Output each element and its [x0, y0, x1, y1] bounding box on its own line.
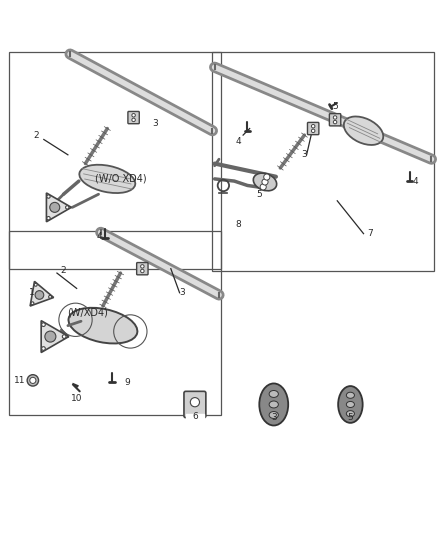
- Circle shape: [45, 331, 56, 342]
- Ellipse shape: [68, 308, 138, 343]
- Circle shape: [42, 346, 45, 350]
- Ellipse shape: [346, 401, 354, 408]
- Text: 9: 9: [124, 378, 130, 387]
- Circle shape: [66, 206, 69, 209]
- Polygon shape: [41, 321, 69, 352]
- Circle shape: [42, 323, 45, 327]
- Circle shape: [333, 120, 337, 124]
- Text: 5: 5: [332, 102, 338, 111]
- Circle shape: [47, 195, 50, 198]
- Ellipse shape: [79, 165, 135, 193]
- Ellipse shape: [346, 410, 354, 417]
- Text: 5: 5: [347, 413, 353, 422]
- Text: 4: 4: [413, 176, 418, 185]
- Text: 3: 3: [301, 150, 307, 159]
- Circle shape: [35, 290, 44, 300]
- FancyBboxPatch shape: [137, 263, 148, 275]
- Text: 1: 1: [28, 288, 35, 297]
- Text: (W/O XD4): (W/O XD4): [95, 174, 146, 184]
- Text: 3: 3: [152, 119, 159, 128]
- Circle shape: [34, 284, 37, 286]
- Circle shape: [311, 125, 315, 128]
- Text: 11: 11: [14, 376, 25, 385]
- Circle shape: [264, 174, 270, 180]
- Text: 5: 5: [256, 190, 262, 199]
- Circle shape: [30, 377, 36, 383]
- FancyBboxPatch shape: [184, 391, 206, 418]
- Circle shape: [47, 216, 50, 220]
- FancyBboxPatch shape: [329, 114, 341, 126]
- Ellipse shape: [269, 391, 279, 398]
- Text: 2: 2: [34, 131, 39, 140]
- Text: 8: 8: [235, 220, 241, 229]
- Text: 10: 10: [71, 394, 82, 403]
- FancyBboxPatch shape: [128, 111, 139, 124]
- Ellipse shape: [344, 117, 383, 145]
- Circle shape: [49, 295, 52, 298]
- Text: 3: 3: [179, 288, 185, 297]
- Circle shape: [31, 302, 34, 305]
- Circle shape: [141, 265, 144, 268]
- Circle shape: [311, 129, 315, 133]
- Ellipse shape: [346, 392, 354, 398]
- Circle shape: [190, 398, 199, 407]
- Polygon shape: [30, 281, 53, 306]
- Polygon shape: [186, 414, 204, 420]
- Text: 2: 2: [61, 266, 66, 276]
- Circle shape: [262, 179, 268, 185]
- Text: 6: 6: [192, 412, 198, 421]
- Text: (W/XD4): (W/XD4): [67, 308, 108, 318]
- Circle shape: [141, 269, 144, 273]
- Polygon shape: [46, 193, 71, 222]
- Circle shape: [132, 114, 135, 117]
- Ellipse shape: [259, 383, 288, 425]
- Circle shape: [260, 184, 266, 190]
- Circle shape: [27, 375, 39, 386]
- Text: 4: 4: [236, 137, 241, 146]
- Text: 3: 3: [271, 413, 277, 422]
- Ellipse shape: [269, 411, 279, 418]
- Circle shape: [132, 118, 135, 122]
- Circle shape: [333, 116, 337, 119]
- Circle shape: [62, 335, 66, 338]
- FancyBboxPatch shape: [307, 123, 319, 135]
- Text: 7: 7: [367, 229, 373, 238]
- Ellipse shape: [253, 173, 277, 191]
- Text: 4: 4: [97, 232, 102, 241]
- Ellipse shape: [269, 401, 279, 408]
- Circle shape: [50, 203, 60, 212]
- Ellipse shape: [338, 386, 363, 423]
